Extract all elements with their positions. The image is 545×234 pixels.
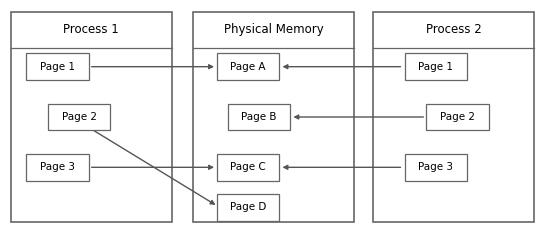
Text: Page 1: Page 1 bbox=[419, 62, 453, 72]
Bar bbox=[193, 12, 354, 222]
Bar bbox=[404, 53, 468, 80]
Bar bbox=[426, 103, 489, 130]
Bar bbox=[26, 53, 88, 80]
Bar bbox=[48, 103, 111, 130]
Text: Page 3: Page 3 bbox=[419, 162, 453, 172]
Text: Page C: Page C bbox=[230, 162, 266, 172]
Text: Page D: Page D bbox=[230, 202, 266, 212]
Bar bbox=[404, 154, 468, 181]
Bar bbox=[373, 12, 534, 222]
Text: Page B: Page B bbox=[241, 112, 277, 122]
Bar bbox=[217, 194, 280, 220]
Text: Page 3: Page 3 bbox=[40, 162, 75, 172]
Text: Page 1: Page 1 bbox=[40, 62, 75, 72]
Bar bbox=[217, 53, 280, 80]
Text: Physical Memory: Physical Memory bbox=[224, 23, 324, 36]
Bar bbox=[11, 12, 172, 222]
Text: Page 2: Page 2 bbox=[440, 112, 475, 122]
Bar bbox=[26, 154, 88, 181]
Text: Page A: Page A bbox=[230, 62, 266, 72]
Bar bbox=[217, 154, 280, 181]
Text: Page 2: Page 2 bbox=[62, 112, 96, 122]
Text: Process 1: Process 1 bbox=[63, 23, 119, 36]
Bar bbox=[228, 103, 290, 130]
Text: Process 2: Process 2 bbox=[426, 23, 482, 36]
